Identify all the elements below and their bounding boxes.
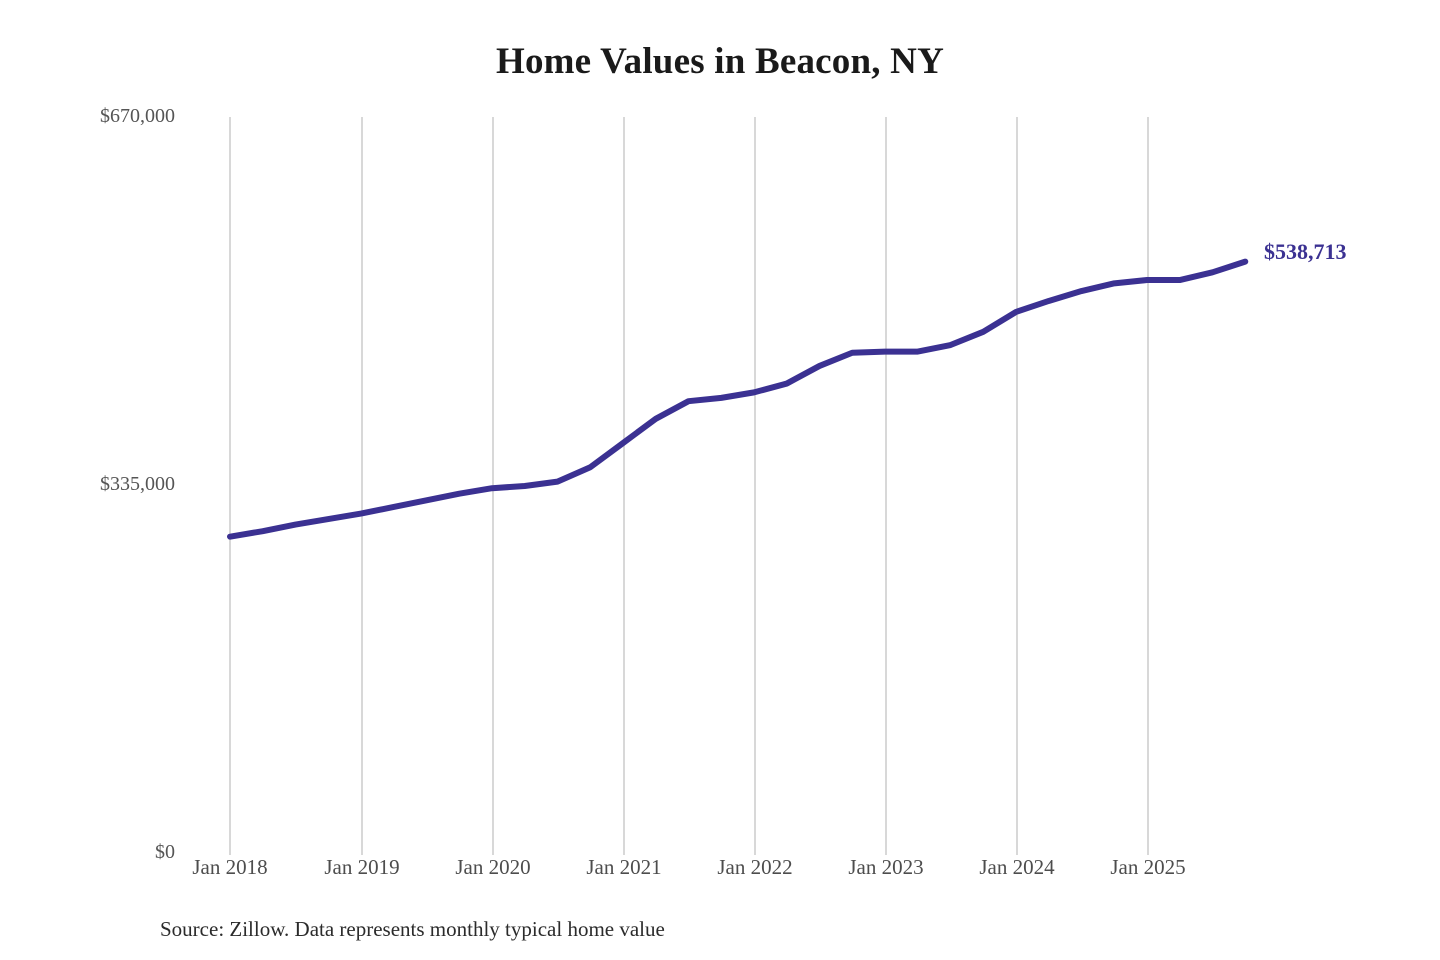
chart-title: Home Values in Beacon, NY xyxy=(495,41,944,82)
x-tick-label-jan-2019: Jan 2019 xyxy=(324,855,400,879)
chart-plot-svg xyxy=(227,117,1249,855)
end-value-annotation: $538,713 xyxy=(1264,239,1347,264)
x-tick-label-jan-2025: Jan 2025 xyxy=(1110,855,1186,879)
y-axis: $670,000 $335,000 $0 xyxy=(0,0,175,960)
x-tick-label-jan-2021: Jan 2021 xyxy=(586,855,662,879)
vertical-gridlines xyxy=(229,117,1149,855)
plot-area xyxy=(180,110,1260,860)
x-tick-label-jan-2020: Jan 2020 xyxy=(455,855,531,879)
x-tick-label-jan-2023: Jan 2023 xyxy=(848,855,924,879)
x-tick-label-jan-2024: Jan 2024 xyxy=(979,855,1055,879)
x-tick-label-jan-2018: Jan 2018 xyxy=(192,855,268,879)
chart-source-footnote: Source: Zillow. Data represents monthly … xyxy=(160,917,665,941)
y-tick-label-670000: $670,000 xyxy=(100,105,175,127)
x-tick-label-jan-2022: Jan 2022 xyxy=(717,855,793,879)
home-value-trend-line xyxy=(227,258,1249,540)
y-tick-label-335000: $335,000 xyxy=(100,473,175,495)
y-tick-label-0: $0 xyxy=(155,841,175,863)
